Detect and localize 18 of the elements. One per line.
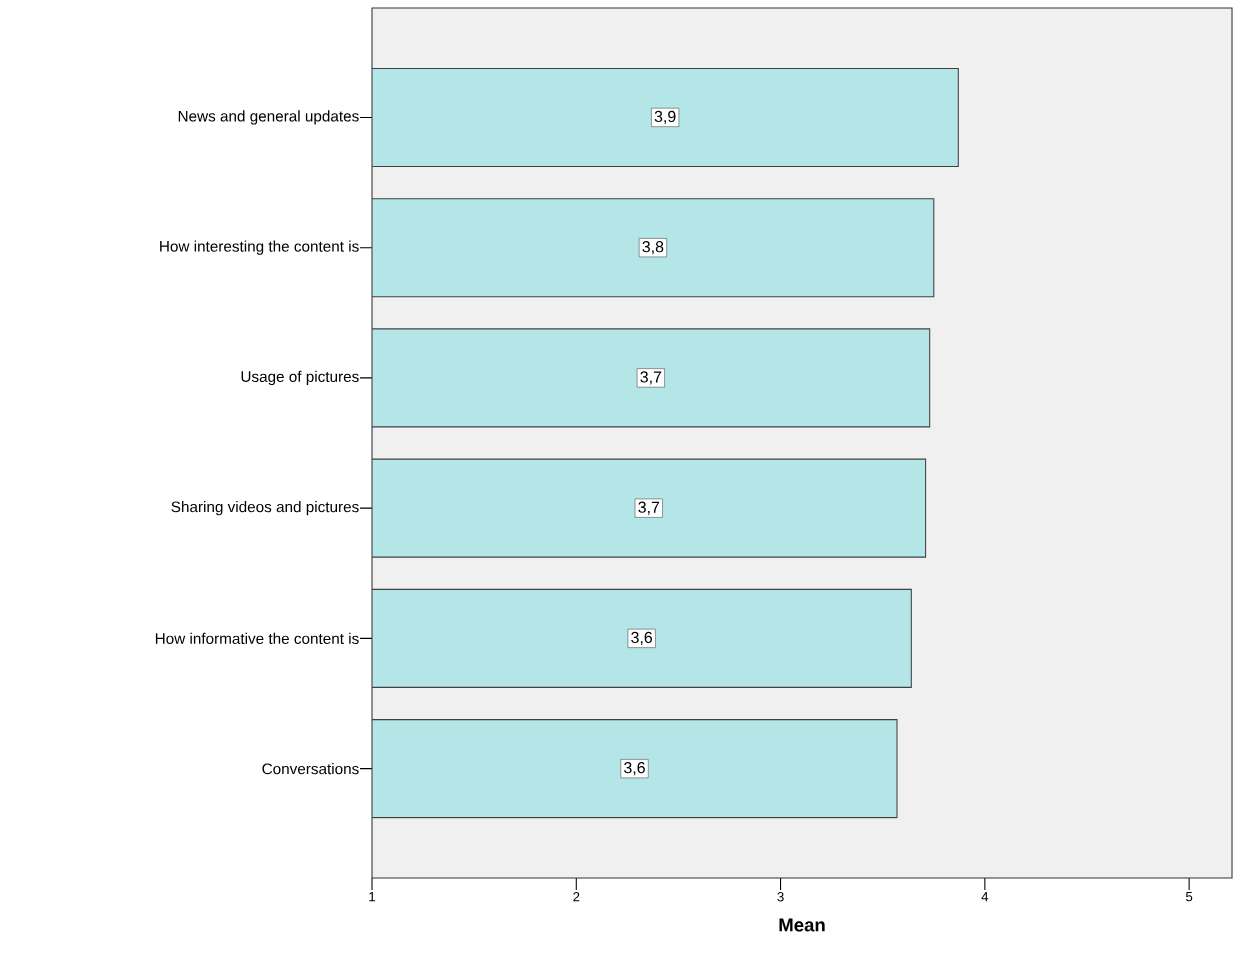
- x-tick-label: 3: [777, 892, 784, 902]
- data-label: 3,9: [654, 110, 676, 125]
- x-tick-label: 1: [369, 892, 376, 902]
- y-tick-label: How interesting the content is: [160, 240, 359, 255]
- x-tick-label: 2: [573, 892, 580, 902]
- data-label: 3,6: [631, 631, 653, 645]
- y-tick-label: News and general updates: [178, 110, 359, 125]
- x-tick-label: 4: [981, 892, 989, 902]
- data-label: 3,7: [640, 371, 662, 385]
- x-tick-label: 5: [1185, 892, 1193, 902]
- x-axis-title: Mean: [779, 918, 825, 932]
- y-tick-label: How informative the content is: [155, 632, 359, 644]
- y-tick-label: Conversations: [262, 763, 359, 775]
- data-label: 3,7: [638, 501, 660, 515]
- y-tick-label: Sharing videos and pictures: [171, 501, 359, 516]
- data-label: 3,8: [642, 241, 664, 255]
- data-label: 3,6: [624, 762, 645, 776]
- y-tick-label: Usage of pictures: [241, 370, 359, 386]
